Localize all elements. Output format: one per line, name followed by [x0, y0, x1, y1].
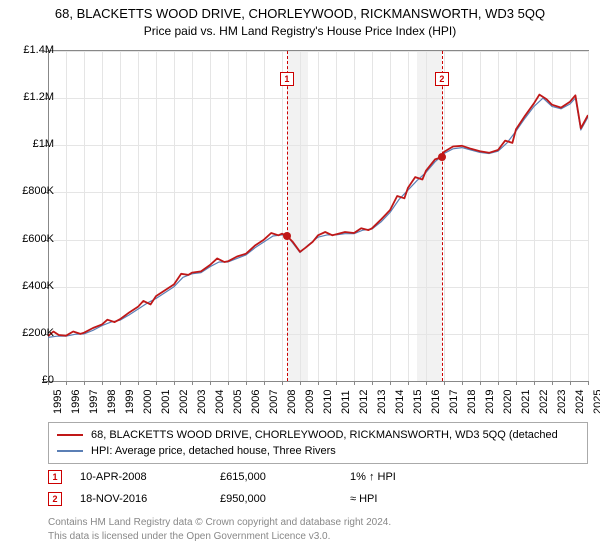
- x-axis-label: 2011: [340, 390, 352, 414]
- y-axis-label: £400K: [14, 280, 54, 292]
- x-axis-label: 1999: [124, 390, 136, 414]
- title-address: 68, BLACKETTS WOOD DRIVE, CHORLEYWOOD, R…: [0, 6, 600, 21]
- x-axis-label: 2003: [196, 390, 208, 414]
- x-axis-label: 2001: [160, 390, 172, 414]
- sale-date: 10-APR-2008: [80, 471, 220, 483]
- x-axis-label: 2020: [502, 390, 514, 414]
- x-axis-label: 2024: [574, 390, 586, 414]
- x-axis-label: 2006: [250, 390, 262, 414]
- chart-legend: 68, BLACKETTS WOOD DRIVE, CHORLEYWOOD, R…: [48, 422, 588, 464]
- x-axis-label: 2008: [286, 390, 298, 414]
- x-axis-label: 2021: [520, 390, 532, 414]
- x-axis-label: 1995: [52, 390, 64, 414]
- sale-row: 1 10-APR-2008£615,0001% ↑ HPI: [48, 466, 588, 488]
- legend-item: HPI: Average price, detached house, Thre…: [57, 443, 579, 459]
- legend-swatch: [57, 434, 83, 436]
- x-axis-label: 2000: [142, 390, 154, 414]
- footer-line2: This data is licensed under the Open Gov…: [48, 530, 391, 544]
- y-axis-label: £1.4M: [14, 44, 54, 56]
- sale-point: [283, 232, 291, 240]
- x-axis-label: 2007: [268, 390, 280, 414]
- x-axis-label: 2009: [304, 390, 316, 414]
- x-axis-label: 2004: [214, 390, 226, 414]
- y-axis-label: £0: [14, 374, 54, 386]
- footer-attribution: Contains HM Land Registry data © Crown c…: [48, 516, 391, 544]
- x-axis-label: 2016: [430, 390, 442, 414]
- sale-price: £950,000: [220, 493, 350, 505]
- sale-price: £615,000: [220, 471, 350, 483]
- sale-hpi: 1% ↑ HPI: [350, 471, 588, 483]
- legend-label: 68, BLACKETTS WOOD DRIVE, CHORLEYWOOD, R…: [91, 429, 558, 441]
- y-axis-label: £1.2M: [14, 91, 54, 103]
- x-axis-label: 2012: [358, 390, 370, 414]
- gridline-v: [588, 51, 589, 381]
- title-subtitle: Price paid vs. HM Land Registry's House …: [0, 24, 600, 38]
- x-axis-label: 2010: [322, 390, 334, 414]
- x-axis-label: 2022: [538, 390, 550, 414]
- x-axis-label: 2014: [394, 390, 406, 414]
- x-axis-label: 2023: [556, 390, 568, 414]
- x-axis-label: 2015: [412, 390, 424, 414]
- series-hpi: [48, 98, 588, 337]
- x-axis-label: 2002: [178, 390, 190, 414]
- axis-bottom: [48, 381, 588, 382]
- sale-hpi: ≈ HPI: [350, 493, 588, 505]
- x-axis-label: 1998: [106, 390, 118, 414]
- chart-title-block: 68, BLACKETTS WOOD DRIVE, CHORLEYWOOD, R…: [0, 0, 600, 38]
- x-axis-label: 2018: [466, 390, 478, 414]
- legend-item: 68, BLACKETTS WOOD DRIVE, CHORLEYWOOD, R…: [57, 427, 579, 443]
- sale-date: 18-NOV-2016: [80, 493, 220, 505]
- x-axis-label: 2017: [448, 390, 460, 414]
- price-chart: 12: [48, 50, 589, 381]
- y-axis-label: £800K: [14, 185, 54, 197]
- y-axis-label: £1M: [14, 138, 54, 150]
- legend-label: HPI: Average price, detached house, Thre…: [91, 445, 336, 457]
- sale-row-marker: 1: [48, 470, 62, 484]
- x-axis-label: 1996: [70, 390, 82, 414]
- x-axis-label: 2013: [376, 390, 388, 414]
- footer-line1: Contains HM Land Registry data © Crown c…: [48, 516, 391, 530]
- y-axis-label: £200K: [14, 327, 54, 339]
- x-tick: [588, 381, 589, 385]
- sales-table: 1 10-APR-2008£615,0001% ↑ HPI 2 18-NOV-2016…: [48, 466, 588, 510]
- sale-point: [438, 153, 446, 161]
- x-axis-label: 2005: [232, 390, 244, 414]
- x-axis-label: 2025: [592, 390, 600, 414]
- plot-svg: [48, 51, 588, 381]
- x-axis-label: 1997: [88, 390, 100, 414]
- x-axis-label: 2019: [484, 390, 496, 414]
- y-axis-label: £600K: [14, 233, 54, 245]
- sale-row-marker: 2: [48, 492, 62, 506]
- legend-swatch: [57, 450, 83, 452]
- series-property: [48, 95, 588, 337]
- sale-row: 2 18-NOV-2016£950,000≈ HPI: [48, 488, 588, 510]
